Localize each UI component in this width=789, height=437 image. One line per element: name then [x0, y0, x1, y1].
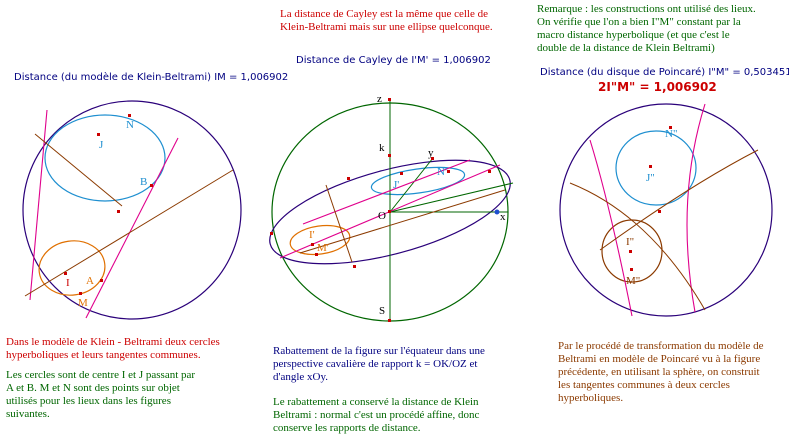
middle-point-x — [494, 209, 500, 215]
middle-point-edge-2 — [353, 265, 356, 268]
klein-point-i — [64, 272, 67, 275]
klein-boundary-circle — [22, 100, 242, 320]
middle-label-k: k — [379, 142, 385, 154]
cayley-distance: Distance de Cayley de I'M' = 1,006902 — [296, 55, 491, 66]
middle-tangent-4 — [299, 189, 506, 254]
klein-label-m: M — [78, 297, 88, 309]
remark-note: Remarque : les constructions ont utilisé… — [537, 3, 756, 54]
poincare-circle-j — [615, 130, 697, 206]
poincare-boundary-circle — [559, 103, 773, 317]
middle-label-i: I' — [309, 229, 315, 241]
middle-circle-i — [289, 224, 351, 256]
middle-label-x: x — [500, 211, 506, 223]
klein-label-j: J — [99, 139, 104, 151]
middle-tangent-3 — [325, 184, 353, 263]
middle-point-o — [388, 210, 391, 213]
klein-label-i: I — [66, 277, 70, 289]
poincare-label-n: N" — [665, 128, 677, 140]
klein-label-b: B — [140, 176, 147, 188]
middle-caption-1: Rabattement de la figure sur l'équateur … — [273, 345, 485, 383]
middle-label-z: z — [377, 93, 382, 105]
klein-tangent-3 — [24, 169, 234, 297]
middle-axis-k — [389, 182, 514, 213]
poincare-geodesic-2 — [686, 103, 706, 313]
klein-circle-i — [38, 240, 106, 296]
klein-tangent-1 — [29, 109, 48, 301]
klein-tangent-4 — [34, 133, 123, 207]
middle-point-y — [431, 157, 434, 160]
klein-point-a — [100, 279, 103, 282]
poincare-label-j: J" — [646, 172, 655, 184]
poincare-label-i: I" — [626, 236, 634, 248]
middle-point-s — [388, 319, 391, 322]
klein-caption-2: Les cercles sont de centre I et J passan… — [6, 369, 196, 420]
poincare-figure: N" J" I" M" — [559, 103, 773, 317]
middle-caption-2: Le rabattement a conservé la distance de… — [273, 396, 480, 434]
poincare-distance: Distance (du disque de Poincaré) I"M" = … — [540, 67, 789, 78]
cayley-figure: z k y N' J' O x I' M' S — [269, 93, 514, 322]
middle-label-o: O — [378, 210, 386, 222]
poincare-point-m — [630, 268, 633, 271]
klein-circle-j — [44, 114, 166, 202]
doubled-distance: 2I"M" = 1,006902 — [598, 80, 717, 94]
klein-label-a: A — [86, 275, 94, 287]
middle-point-edge-4 — [347, 177, 350, 180]
middle-tangent-2 — [302, 159, 471, 225]
middle-label-n: N' — [437, 166, 447, 178]
klein-point-m — [79, 292, 82, 295]
middle-point-i — [311, 243, 314, 246]
klein-point-b — [150, 184, 153, 187]
middle-point-k — [388, 154, 391, 157]
middle-point-edge-1 — [270, 232, 273, 235]
middle-point-m — [315, 253, 318, 256]
middle-label-j: J' — [393, 179, 399, 191]
poincare-point-mid — [658, 210, 661, 213]
middle-axis-y — [389, 157, 434, 213]
klein-figure: N J B I A M — [22, 100, 242, 320]
middle-point-edge-3 — [488, 170, 491, 173]
cayley-note: La distance de Cayley est la même que ce… — [280, 8, 493, 33]
poincare-label-m: M" — [626, 275, 640, 287]
klein-label-n: N — [126, 119, 134, 131]
middle-point-j — [400, 172, 403, 175]
middle-point-n — [447, 170, 450, 173]
poincare-caption: Par le procédé de transformation du modè… — [558, 340, 764, 404]
poincare-geodesic-4 — [599, 149, 759, 251]
klein-point-mid — [117, 210, 120, 213]
klein-distance: Distance (du modèle de Klein-Beltrami) I… — [14, 72, 289, 83]
middle-label-s: S — [379, 305, 385, 317]
middle-label-m: M' — [317, 242, 329, 254]
poincare-geodesic-1 — [589, 139, 633, 317]
middle-point-z — [388, 98, 391, 101]
poincare-point-j — [649, 165, 652, 168]
poincare-point-i — [629, 250, 632, 253]
middle-circle-j — [370, 166, 466, 196]
poincare-geodesic-3 — [569, 182, 706, 311]
klein-point-n — [128, 114, 131, 117]
klein-caption-1: Dans le modèle de Klein - Beltrami deux … — [6, 336, 220, 361]
middle-label-y: y — [428, 147, 434, 159]
klein-point-j — [97, 133, 100, 136]
poincare-point-n — [669, 126, 672, 129]
middle-equator-ellipse — [269, 159, 511, 265]
klein-tangent-2 — [85, 137, 179, 319]
